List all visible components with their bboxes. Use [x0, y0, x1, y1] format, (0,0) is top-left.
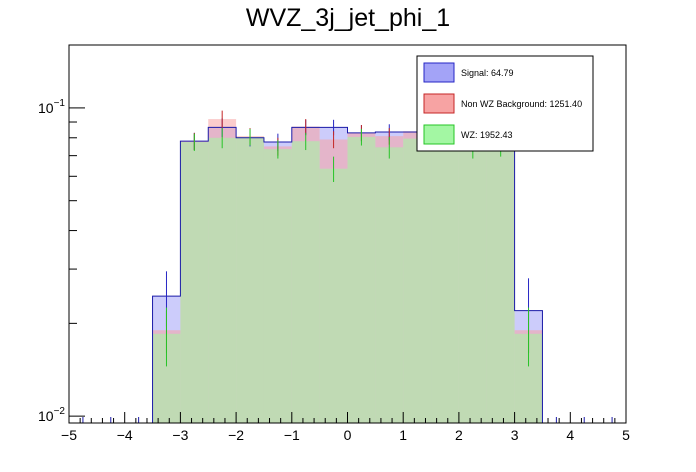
legend: Signal: 64.79 Non WZ Background: 1251.40 W…	[416, 55, 594, 152]
bar-s2-bin9	[319, 168, 348, 423]
x-tick-label: −2	[228, 427, 244, 443]
legend-label-1: Non WZ Background: 1251.40	[461, 99, 582, 109]
bar-s2-bin5	[208, 137, 237, 423]
x-tick-label: −4	[117, 427, 133, 443]
legend-swatch-1	[423, 93, 455, 114]
histogram-fills	[152, 119, 543, 424]
bar-s2-bin13	[431, 135, 459, 424]
empty-bin-markers	[82, 417, 613, 423]
axes: −5 −4 −3 −2 −1 0 1 2 3 4 5 10−1 10−2	[38, 98, 630, 443]
y-tick-label: 10−2	[38, 406, 65, 424]
bar-s2-bin12	[403, 138, 432, 423]
legend-swatch-2	[423, 124, 455, 145]
legend-label-2: WZ: 1952.43	[461, 130, 513, 140]
x-tick-label: 3	[511, 427, 519, 443]
bar-s2-bin6	[236, 136, 264, 424]
bar-s2-bin14	[458, 149, 487, 423]
x-tick-label: 5	[622, 427, 630, 443]
x-tick-label: −1	[284, 427, 300, 443]
x-tick-label: 2	[455, 427, 463, 443]
bar-s2-bin7	[263, 149, 292, 423]
x-tick-label: 4	[566, 427, 574, 443]
bar-s2-bin10	[347, 136, 376, 424]
bar-s2-bin8	[291, 141, 320, 423]
legend-swatch-0	[423, 62, 455, 83]
legend-label-0: Signal: 64.79	[461, 68, 514, 78]
x-tick-label: 1	[399, 427, 407, 443]
y-tick-label: 10−1	[38, 98, 65, 116]
bar-s2-bin11	[375, 147, 404, 424]
chart-title: WVZ_3j_jet_phi_1	[246, 4, 450, 32]
x-tick-label: 0	[344, 427, 352, 443]
bar-s2-bin4	[180, 142, 209, 423]
bar-s2-bin15	[486, 147, 515, 424]
x-tick-label: −5	[61, 427, 77, 443]
x-tick-label: −3	[172, 427, 188, 443]
